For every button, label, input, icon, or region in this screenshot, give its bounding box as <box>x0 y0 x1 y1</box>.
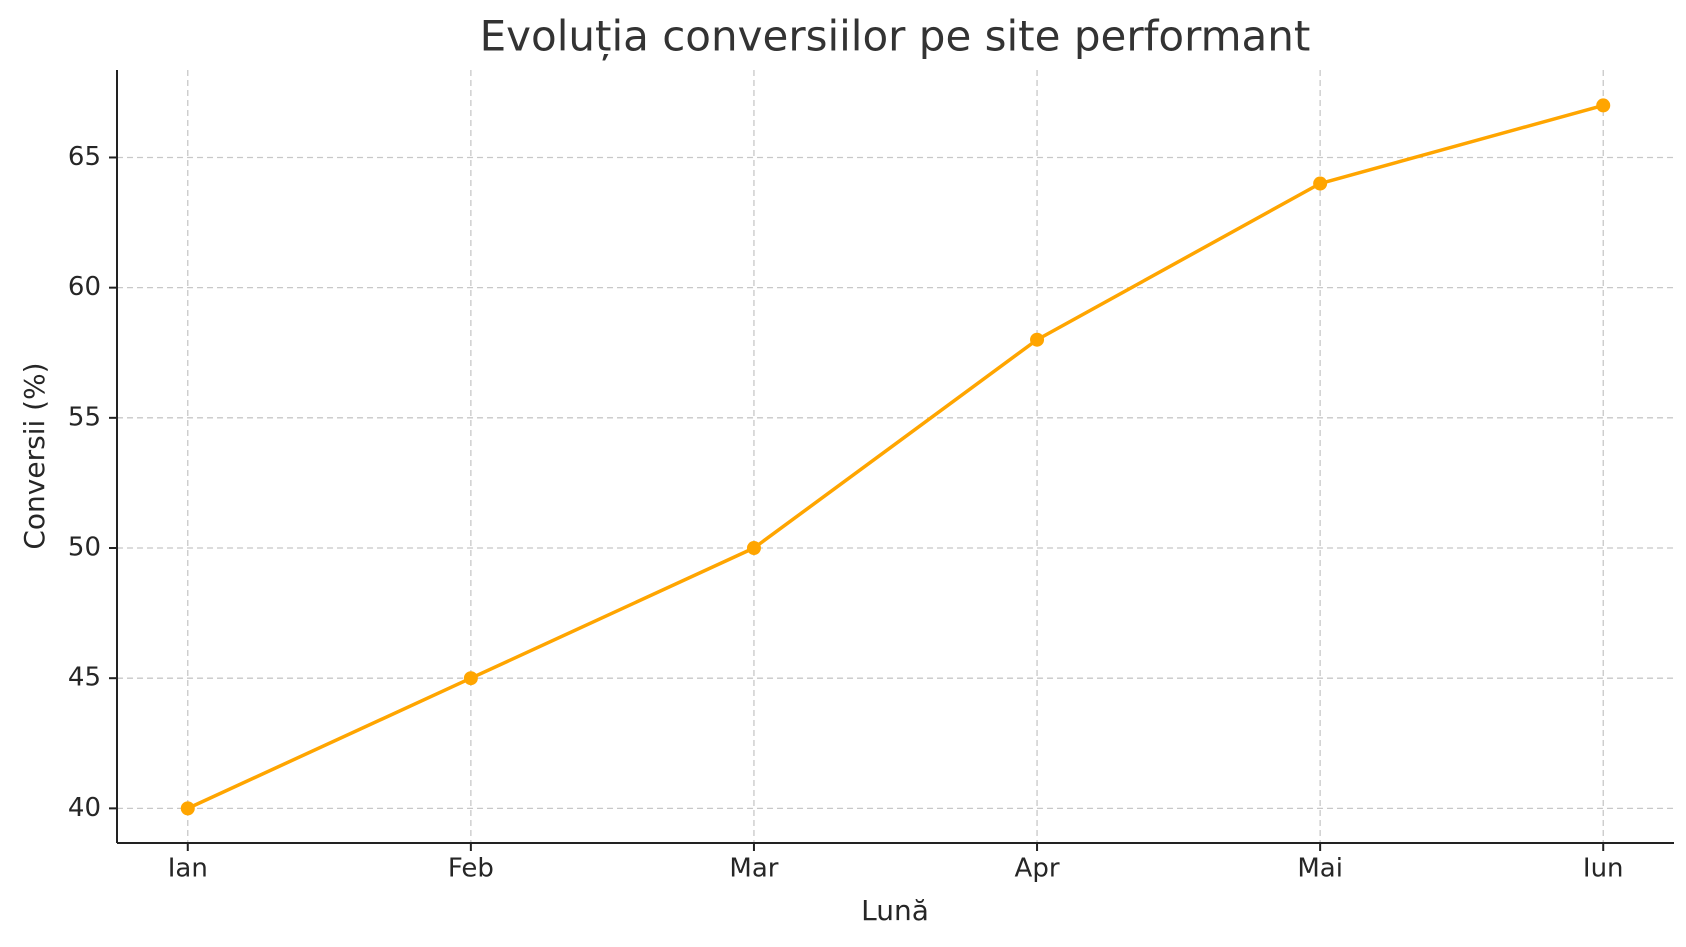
y-tick-label: 55 <box>68 402 101 432</box>
data-point <box>463 671 478 686</box>
y-tick-label: 60 <box>68 272 101 302</box>
x-tick-label: Iun <box>1583 854 1624 884</box>
y-axis-label: Conversii (%) <box>18 362 51 549</box>
data-point <box>1313 176 1328 191</box>
y-tick-label: 40 <box>68 793 101 823</box>
x-tick-label: Ian <box>168 854 208 884</box>
y-tick-label: 45 <box>68 663 101 693</box>
data-point <box>746 541 761 556</box>
data-point <box>1030 332 1045 347</box>
x-tick-label: Mar <box>729 854 778 884</box>
x-tick-label: Apr <box>1015 854 1060 884</box>
data-point <box>180 801 195 816</box>
x-tick-label: Mai <box>1297 854 1343 884</box>
y-tick-label: 65 <box>68 142 101 172</box>
x-tick-label: Feb <box>448 854 494 884</box>
chart-title: Evoluția conversiilor pe site performant <box>480 12 1311 61</box>
series-line <box>187 103 1604 810</box>
x-axis-label: Lună <box>861 894 929 927</box>
y-tick-label: 50 <box>68 533 101 563</box>
data-point <box>1596 98 1611 113</box>
